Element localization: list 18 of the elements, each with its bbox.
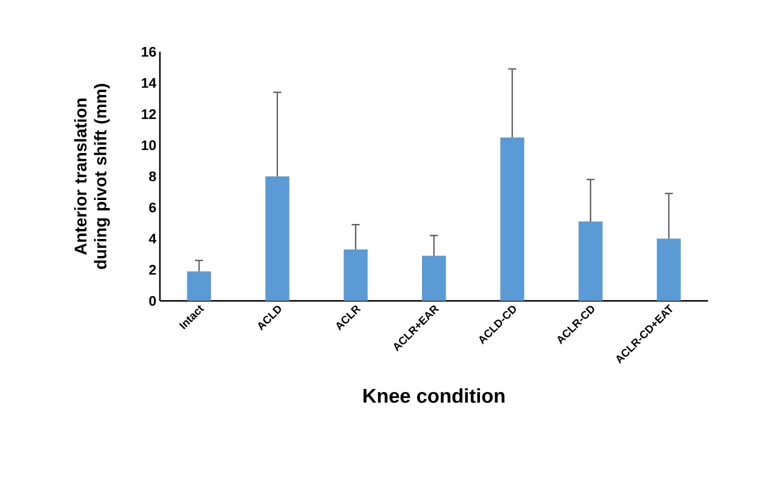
y-tick-label: 12 — [142, 109, 156, 119]
y-tick-label: 8 — [149, 171, 156, 182]
y-tick-label: 6 — [149, 202, 156, 212]
bar — [344, 249, 368, 301]
bar — [578, 221, 602, 301]
y-tick-label: 14 — [142, 78, 156, 88]
x-axis-title: Knee condition — [364, 388, 504, 403]
y-tick-label: 16 — [142, 46, 156, 57]
y-tick-label: 4 — [148, 234, 156, 244]
y-tick-label: 0 — [149, 296, 156, 306]
bar — [422, 256, 446, 301]
bar — [265, 176, 290, 301]
y-tick-label: 10 — [142, 140, 156, 150]
y-axis-title: Anterior translation during pivot shift (mm) — [74, 84, 110, 269]
bar — [187, 271, 212, 301]
bar — [500, 137, 524, 301]
bar — [656, 238, 681, 301]
y-tick-label: 2 — [149, 264, 156, 274]
